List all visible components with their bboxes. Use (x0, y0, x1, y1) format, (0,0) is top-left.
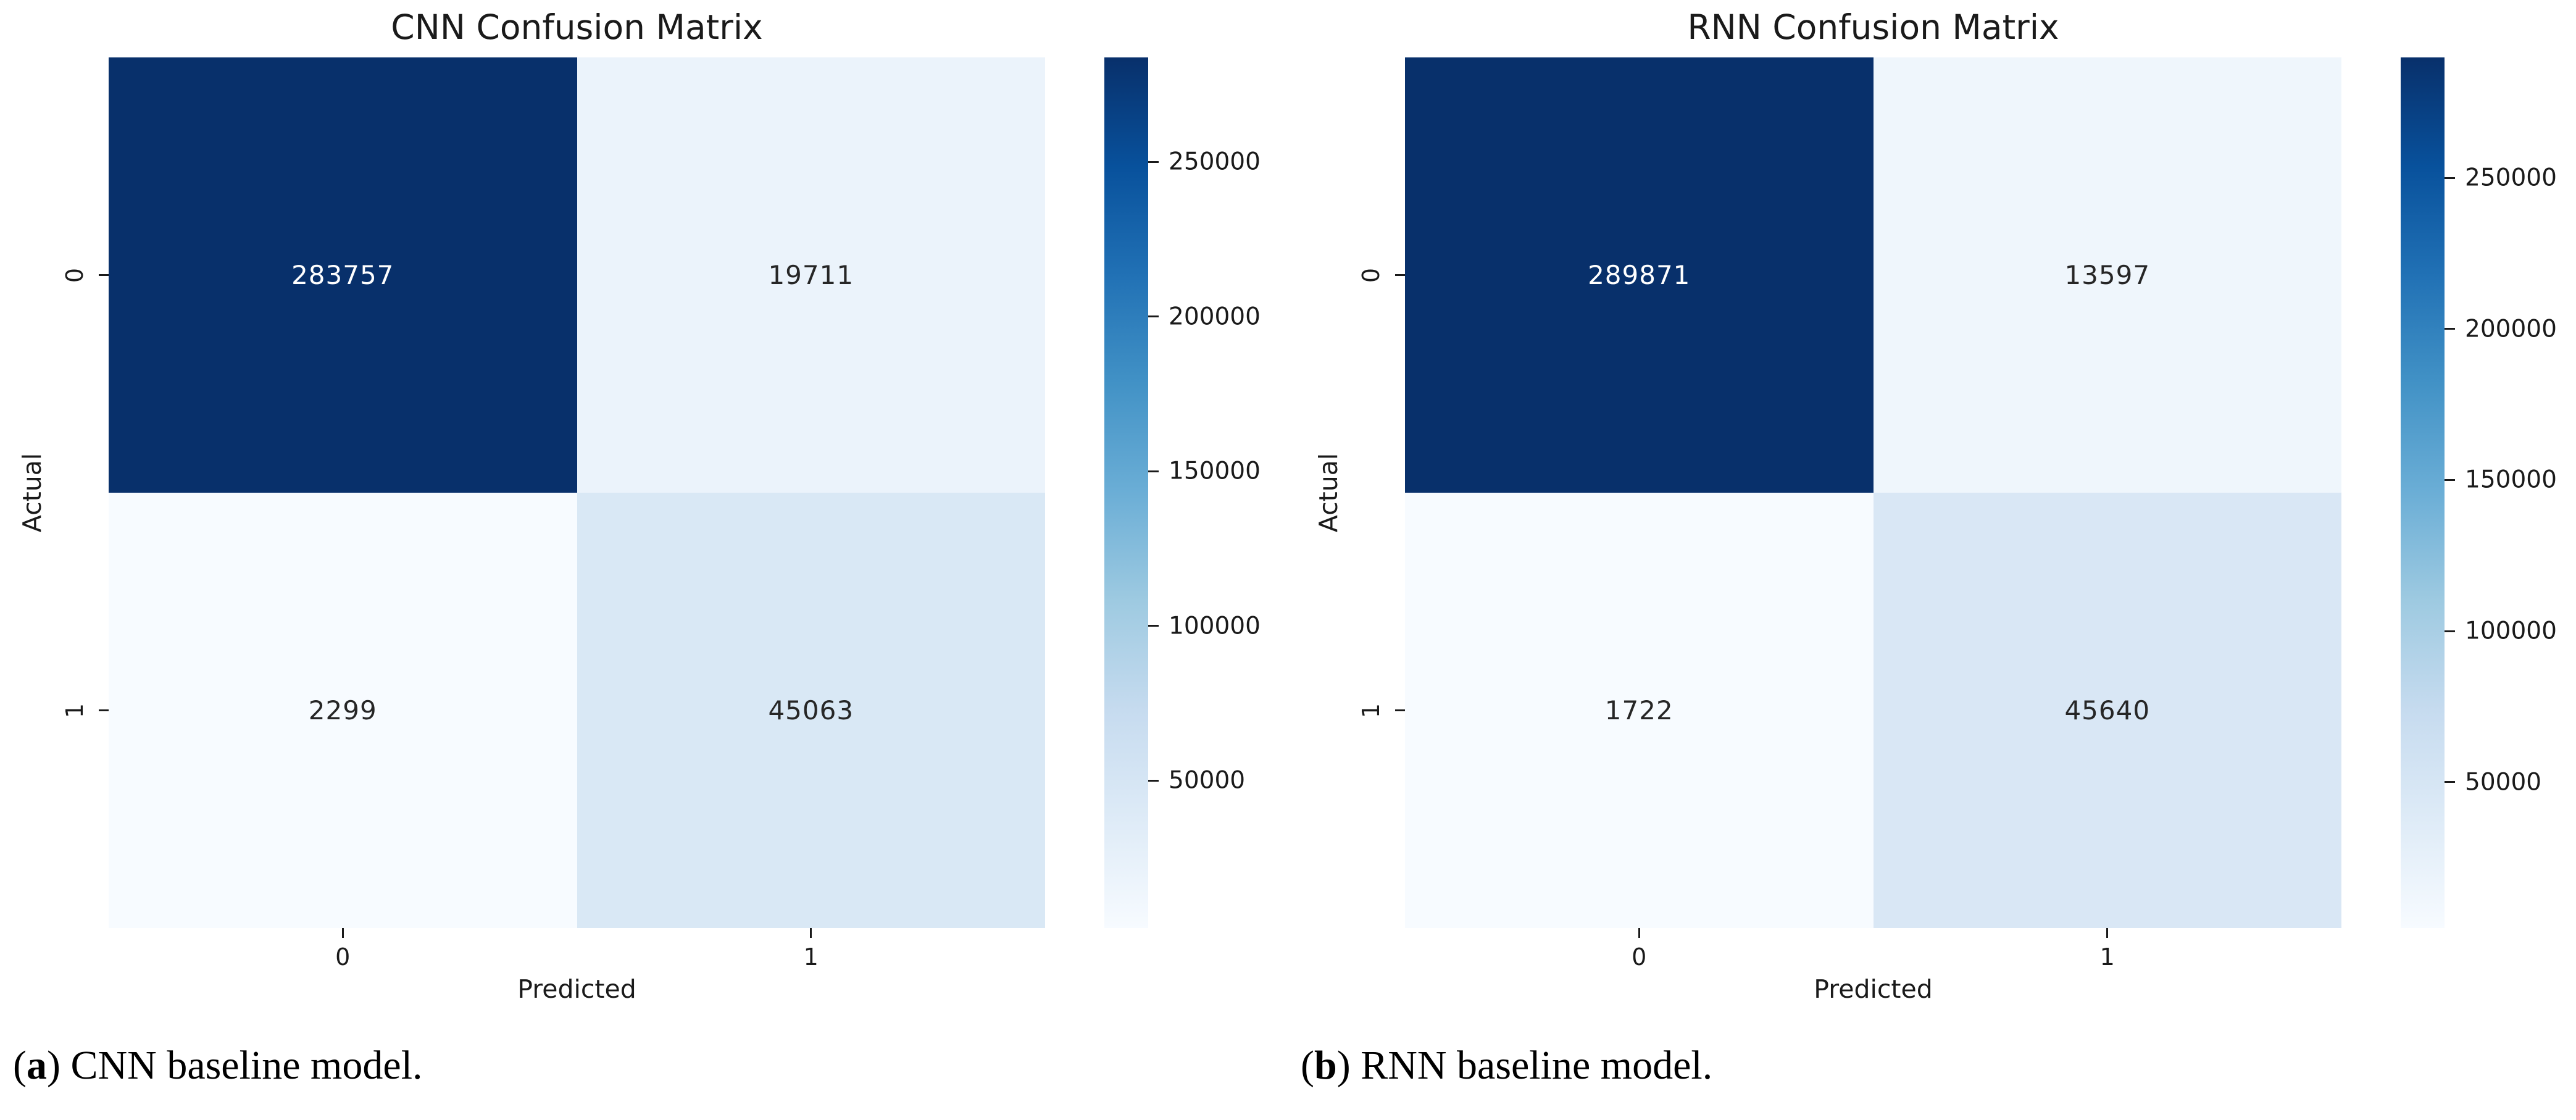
colorbar-tick-label: 200000 (1169, 303, 1261, 331)
colorbar-tick-mark (2445, 328, 2455, 330)
colorbar-tick-label: 150000 (2465, 466, 2557, 494)
caption-marker: b (1314, 1043, 1337, 1088)
colorbar-tick-mark (2445, 630, 2455, 632)
x-tick-mark (810, 928, 812, 938)
subfigure-caption: (b) RNN baseline model. (1301, 1042, 1712, 1089)
heatmap-cell: 1722 (1405, 493, 1874, 928)
heatmap: 283757 19711 2299 45063 (109, 57, 1045, 928)
caption-text: RNN baseline model. (1361, 1043, 1713, 1088)
caption-paren-close: ) (46, 1043, 60, 1088)
chart-title: RNN Confusion Matrix (1687, 7, 2059, 47)
y-tick-mark (99, 709, 109, 711)
colorbar-tick-label: 100000 (2465, 617, 2557, 645)
colorbar-tick-label: 50000 (1169, 766, 1246, 795)
x-axis-label: Predicted (517, 974, 636, 1004)
confusion-matrix-panel-rnn: RNN Confusion Matrix Actual 289871 13597 1… (1301, 7, 2557, 1089)
colorbar-tick-mark (2445, 781, 2455, 784)
x-tick-label: 1 (803, 943, 819, 971)
x-tick-label: 0 (335, 943, 351, 971)
caption-text: CNN baseline model. (70, 1043, 423, 1088)
caption-paren-open: ( (1301, 1043, 1314, 1088)
colorbar-tick-label: 250000 (1169, 148, 1261, 176)
x-tick-mark (1638, 928, 1640, 938)
caption-paren-open: ( (13, 1043, 27, 1088)
heatmap-cell: 289871 (1405, 57, 1874, 493)
caption-marker: a (26, 1043, 47, 1088)
colorbar-tick-mark (2445, 177, 2455, 179)
x-tick-label: 1 (2099, 943, 2115, 971)
heatmap-cell: 45640 (1873, 493, 2341, 928)
colorbar-tick-mark (1148, 316, 1159, 318)
x-axis-label: Predicted (1814, 974, 1933, 1004)
chart-title: CNN Confusion Matrix (391, 7, 763, 47)
heatmap-cell: 13597 (1873, 57, 2341, 493)
colorbar (1104, 57, 1148, 928)
heatmap-cell: 45063 (577, 493, 1045, 928)
heatmap-cell: 283757 (109, 57, 577, 493)
x-tick-mark (341, 928, 344, 938)
colorbar (2401, 57, 2445, 928)
colorbar-tick-mark (1148, 161, 1159, 163)
colorbar-tick-mark (1148, 470, 1159, 472)
colorbar-tick-mark (1148, 625, 1159, 627)
heatmap-cell: 19711 (577, 57, 1045, 493)
y-tick-mark (1395, 709, 1405, 711)
heatmap: 289871 13597 1722 45640 (1405, 57, 2341, 928)
heatmap-cell: 2299 (109, 493, 577, 928)
y-tick-mark (99, 274, 109, 276)
colorbar-tick-mark (1148, 779, 1159, 782)
x-tick-label: 0 (1632, 943, 1647, 971)
subfigure-caption: (a) CNN baseline model. (13, 1042, 423, 1089)
colorbar-tick-label: 250000 (2465, 164, 2557, 192)
colorbar-tick-label: 200000 (2465, 315, 2557, 343)
colorbar-tick-label: 50000 (2465, 768, 2542, 796)
y-tick-mark (1395, 274, 1405, 276)
colorbar-tick-mark (2445, 479, 2455, 481)
confusion-matrix-panel-cnn: CNN Confusion Matrix Actual 283757 19711 2… (13, 7, 1261, 1089)
caption-paren-close: ) (1336, 1043, 1351, 1088)
colorbar-tick-label: 100000 (1169, 612, 1261, 640)
colorbar-tick-label: 150000 (1169, 457, 1261, 485)
x-tick-mark (2106, 928, 2109, 938)
